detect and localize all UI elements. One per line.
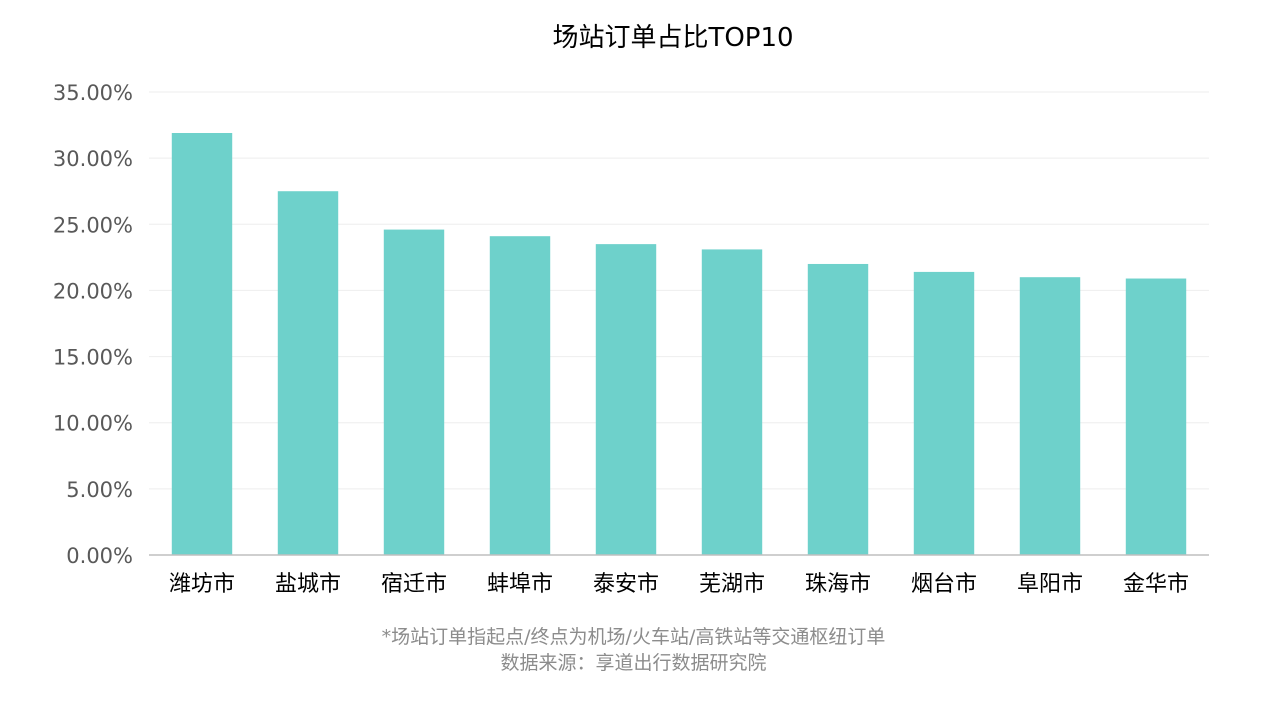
bar xyxy=(171,133,233,555)
bar xyxy=(701,249,763,556)
x-tick-label: 烟台市 xyxy=(911,572,977,597)
x-tick-label: 泰安市 xyxy=(593,572,659,597)
bar xyxy=(913,271,975,555)
y-tick-label: 35.00% xyxy=(53,81,133,105)
y-tick-label: 15.00% xyxy=(53,346,133,370)
x-tick-label: 盐城市 xyxy=(275,572,341,597)
bar xyxy=(1019,277,1081,555)
y-axis-tick-labels: 0.00% 5.00% 10.00% 15.00% 20.00% 25.00% 30.00%… xyxy=(53,81,133,568)
y-tick-label: 30.00% xyxy=(53,147,133,171)
footnote-source: 数据来源：享道出行数据研究院 xyxy=(500,652,767,674)
bar xyxy=(383,229,445,555)
x-tick-label: 阜阳市 xyxy=(1017,572,1083,597)
x-tick-label: 金华市 xyxy=(1123,572,1189,597)
bar xyxy=(489,236,551,556)
y-tick-label: 20.00% xyxy=(53,279,133,303)
y-tick-label: 5.00% xyxy=(66,478,133,502)
footnote-definition: *场站订单指起点/终点为机场/火车站/高铁站等交通枢纽订单 xyxy=(381,626,886,648)
x-tick-label: 珠海市 xyxy=(805,572,871,597)
x-tick-label: 宿迁市 xyxy=(381,572,447,597)
chart-title: 场站订单占比TOP10 xyxy=(552,23,793,53)
x-tick-label: 芜湖市 xyxy=(699,572,765,597)
bar xyxy=(277,191,339,555)
y-tick-label: 25.00% xyxy=(53,213,133,237)
y-tick-label: 10.00% xyxy=(53,412,133,436)
x-tick-label: 潍坊市 xyxy=(169,572,235,597)
bars xyxy=(171,133,1187,556)
bar xyxy=(595,244,657,555)
x-axis-category-labels: 潍坊市 盐城市 宿迁市 蚌埠市 泰安市 芜湖市 珠海市 烟台市 阜阳市 金华市 xyxy=(169,572,1189,597)
x-tick-label: 蚌埠市 xyxy=(487,572,553,597)
bar xyxy=(1125,278,1187,555)
y-tick-label: 0.00% xyxy=(66,544,133,568)
bar xyxy=(807,263,869,555)
